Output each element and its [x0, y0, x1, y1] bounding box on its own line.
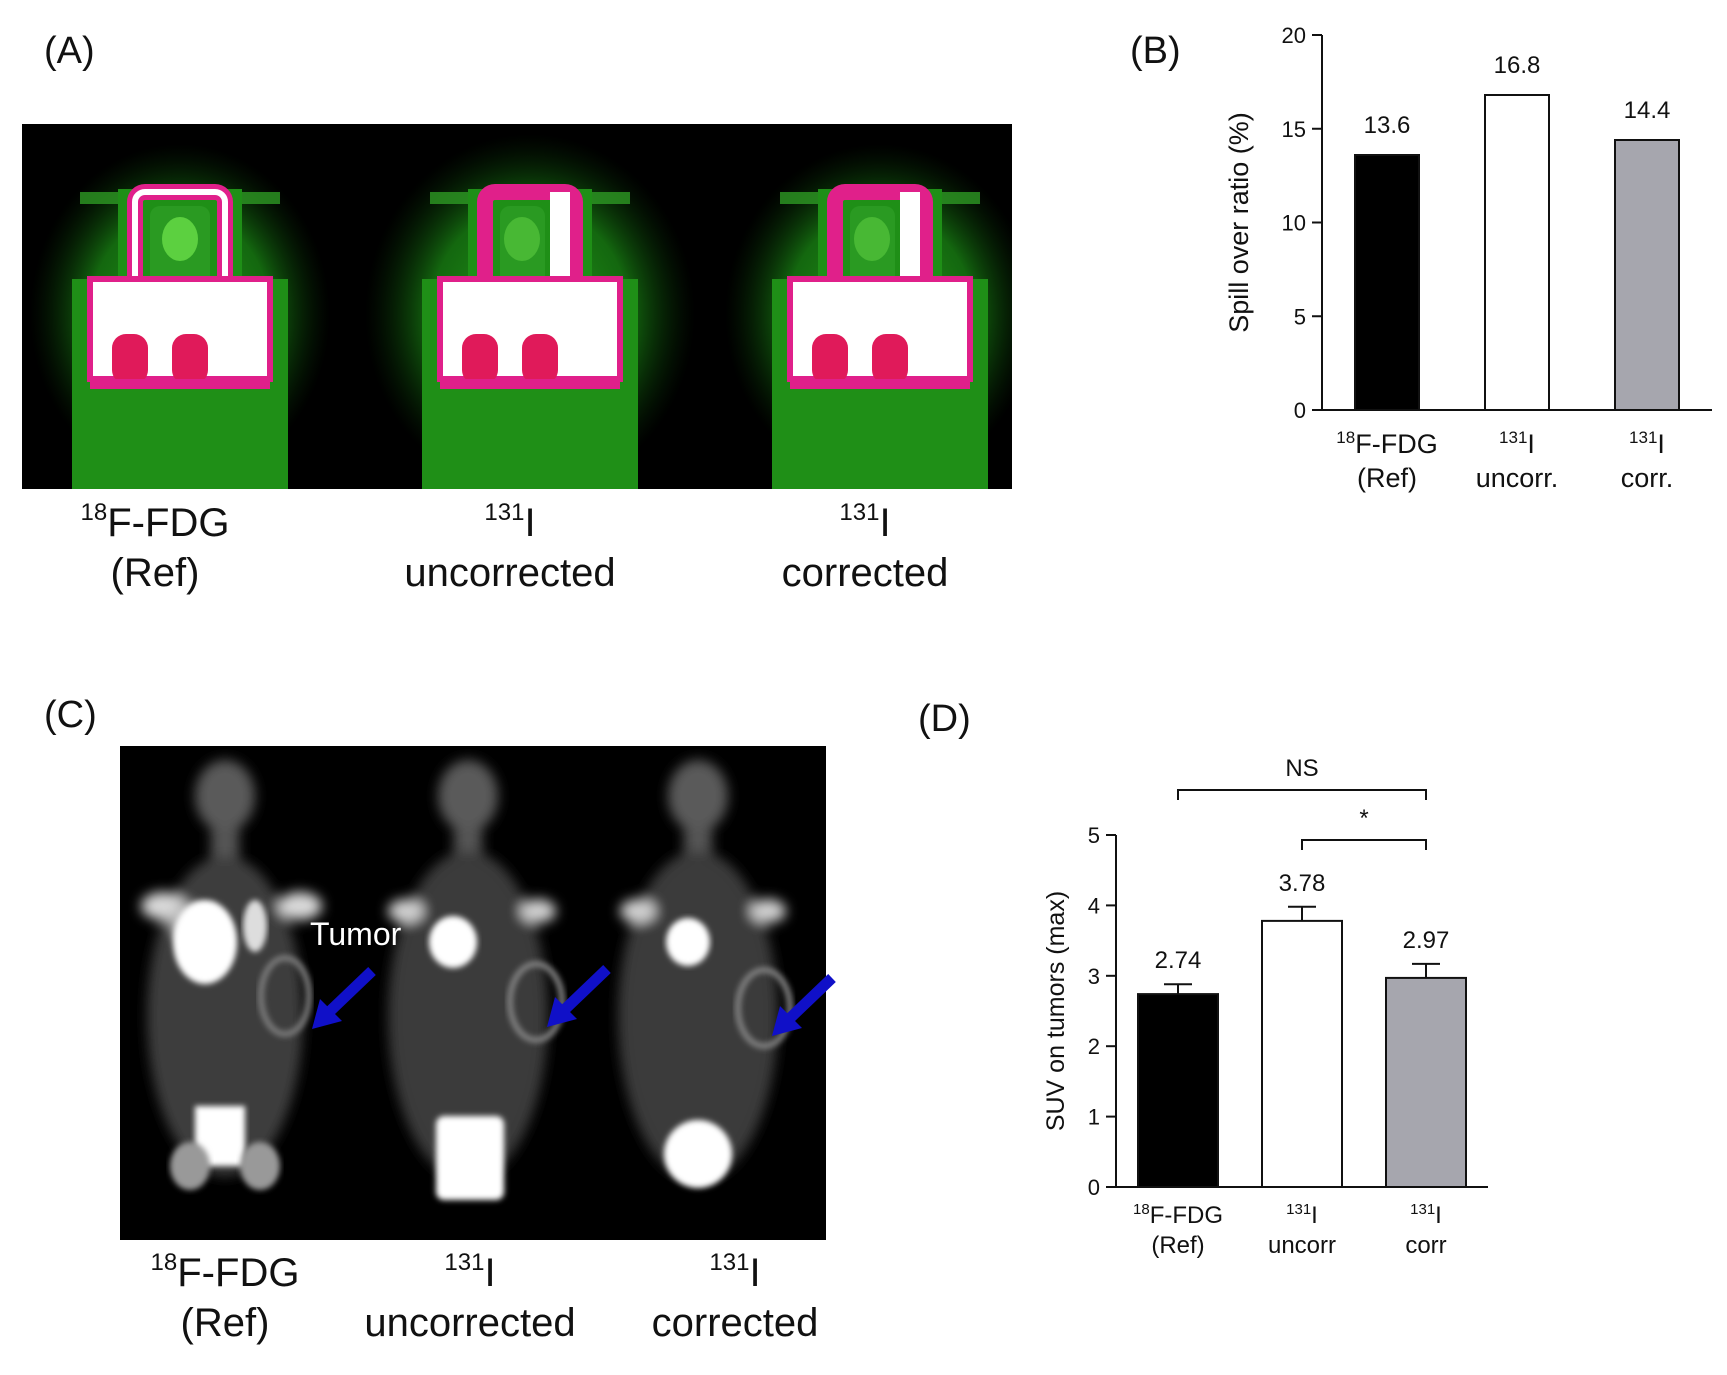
significance-bracket: [1177, 789, 1427, 800]
chart-suv-tumors: 0 1 2 3 4 5 SUV on tumors (max) 2.74 3.78 2.97 NS *…: [1040, 740, 1727, 1280]
caption-line2: corrected: [781, 551, 949, 595]
tumor-arrow-icon: [772, 974, 836, 1036]
caption-c-uncorrected: 131I uncorrected: [335, 1248, 605, 1348]
data-label: 16.8: [1494, 52, 1541, 79]
y-tick-label: 0: [1088, 1175, 1100, 1200]
y-tick-label: 0: [1294, 398, 1306, 423]
mouse-corrected: [618, 760, 793, 1188]
mouse-image-panel: [120, 746, 826, 1240]
panel-label-a: (A): [44, 30, 95, 72]
caption-sup: 131: [444, 1249, 485, 1276]
caption-sup: 18: [80, 499, 108, 526]
data-label: 13.6: [1364, 112, 1411, 139]
significance-label: *: [1359, 805, 1368, 832]
caption-a-uncorrected: 131I uncorrected: [370, 498, 650, 598]
chart-spillover: 0 5 10 15 20 Spill over ratio (%) 13.6 16.8 14.4…: [1190, 10, 1727, 530]
y-axis-label: Spill over ratio (%): [1224, 112, 1254, 333]
y-tick-label: 20: [1282, 23, 1306, 48]
x-tick-label: 18F-FDG (Ref): [1336, 428, 1438, 493]
tumor-arrow-icon: [312, 967, 376, 1029]
panel-label-d: (D): [918, 698, 971, 740]
bar: [1484, 94, 1550, 411]
tumor-label: Tumor: [310, 916, 402, 952]
caption-main: I: [749, 1251, 761, 1295]
x-tick-label: 131I corr: [1405, 1201, 1447, 1259]
caption-c-corrected: 131I corrected: [620, 1248, 850, 1348]
data-label: 2.74: [1155, 947, 1202, 974]
y-tick-label: 10: [1282, 211, 1306, 236]
y-axis-label: SUV on tumors (max): [1042, 891, 1070, 1131]
caption-main: I: [524, 501, 536, 545]
caption-sup: 131: [484, 499, 525, 526]
phantom-corrected: [725, 144, 1012, 489]
caption-line2: (Ref): [180, 1301, 270, 1345]
significance-bracket: [1301, 839, 1427, 850]
caption-c-ref: 18F-FDG (Ref): [110, 1248, 340, 1348]
x-tick-label: 18F-FDG (Ref): [1133, 1201, 1223, 1259]
data-label: 14.4: [1624, 97, 1671, 124]
chart-svg: 0 1 2 3 4 5 SUV on tumors (max) 2.74 3.78 2.97 NS *: [1042, 755, 1488, 1200]
caption-line2: (Ref): [110, 551, 200, 595]
caption-a-corrected: 131I corrected: [740, 498, 990, 598]
bar: [1385, 976, 1467, 1188]
y-tick-label: 5: [1088, 823, 1100, 848]
y-tick-label: 5: [1294, 304, 1306, 329]
caption-sup: 18: [150, 1249, 178, 1276]
panel-label-b: (B): [1130, 30, 1181, 72]
caption-main: F-FDG: [177, 1251, 300, 1295]
y-tick-label: 4: [1088, 893, 1100, 918]
bar: [1614, 139, 1680, 411]
tumor-arrow-icon: [547, 965, 611, 1027]
bar: [1137, 993, 1219, 1188]
data-label: 3.78: [1279, 870, 1326, 897]
x-tick-label: 131I uncorr: [1267, 1201, 1337, 1259]
x-tick-label: 131I corr.: [1620, 428, 1674, 493]
caption-a-ref: 18F-FDG (Ref): [40, 498, 270, 598]
phantom-ref: [30, 144, 330, 489]
x-tick-label: 131I uncorr.: [1475, 428, 1559, 493]
caption-line2: uncorrected: [404, 551, 616, 595]
y-tick-label: 2: [1088, 1034, 1100, 1059]
caption-line2: corrected: [651, 1301, 819, 1345]
mouse-uncorrected: [388, 760, 565, 1200]
panel-label-c: (C): [44, 694, 97, 736]
phantom-image-panel: [22, 124, 1012, 489]
y-tick-label: 1: [1088, 1105, 1100, 1130]
chart-svg: 0 5 10 15 20 Spill over ratio (%) 13.6 16.8 14.4: [1224, 23, 1712, 423]
bar: [1354, 154, 1420, 411]
caption-main: F-FDG: [107, 501, 230, 545]
caption-sup: 131: [839, 499, 880, 526]
mouse-image: [141, 760, 793, 1200]
mouse-ref: [141, 760, 322, 1190]
caption-line2: uncorrected: [364, 1301, 576, 1345]
y-tick-label: 3: [1088, 964, 1100, 989]
significance-label: NS: [1285, 755, 1318, 782]
y-tick-label: 15: [1282, 117, 1306, 142]
data-label: 2.97: [1403, 927, 1450, 954]
bar: [1261, 919, 1343, 1188]
caption-main: I: [879, 501, 891, 545]
caption-sup: 131: [709, 1249, 750, 1276]
caption-main: I: [484, 1251, 496, 1295]
phantom-image: [30, 134, 1012, 489]
phantom-uncorrected: [365, 134, 695, 489]
